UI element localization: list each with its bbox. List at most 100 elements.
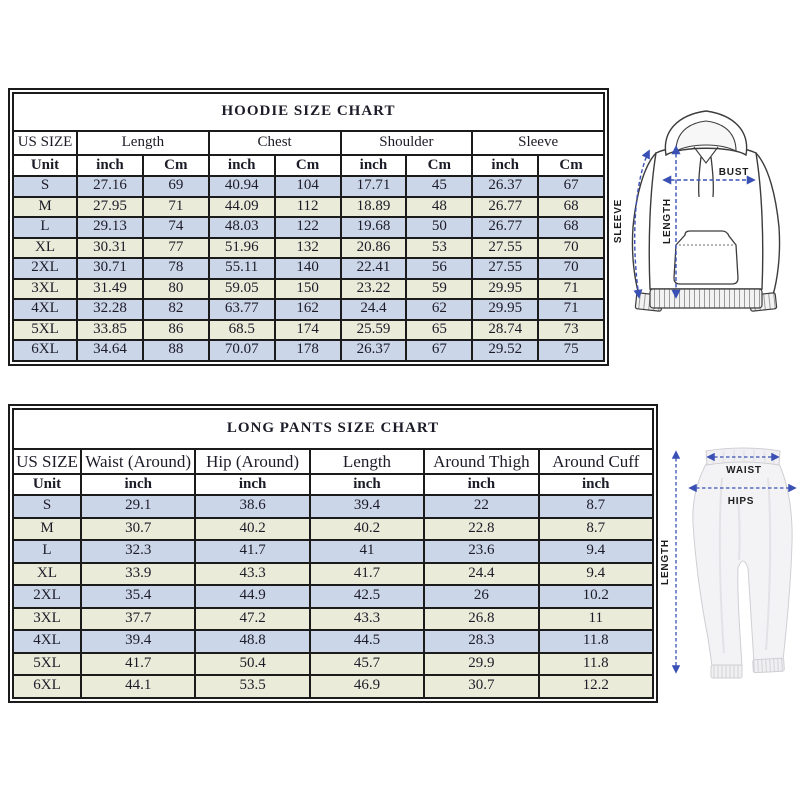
value-cell: 69 [141,175,210,198]
value-cell: 55.11 [207,257,276,280]
size-cell: XL [12,561,82,586]
size-cell: L [12,539,82,564]
us-size-header: US SIZE [12,448,82,475]
value-cell: 68 [537,195,605,218]
size-cell: 5XL [12,318,78,341]
size-cell: M [12,516,82,541]
value-cell: 112 [273,195,342,218]
value-cell: 12.2 [537,674,655,699]
sleeve-group-header: Sleeve [471,130,605,156]
value-cell: 24.4 [339,298,408,321]
table-row: L 32.3 41.7 41 23.6 9.4 [12,539,655,564]
size-cell: 4XL [12,298,78,321]
unit-header: inch [308,473,426,496]
value-cell: 48.03 [207,216,276,239]
pants-cuffs [710,657,785,679]
group-header-row: US SIZE Waist (Around) Hip (Around) Leng… [12,448,655,475]
thigh-header: Around Thigh [423,448,540,475]
value-cell: 27.16 [76,175,144,198]
value-cell: 67 [537,175,605,198]
size-cell: 3XL [12,277,78,300]
table-row: XL 33.9 43.3 41.7 24.4 9.4 [12,561,655,586]
value-cell: 104 [273,175,342,198]
sleeve-label: SLEEVE [613,199,624,243]
value-cell: 45.7 [308,651,426,676]
value-cell: 39.4 [79,629,197,654]
value-cell: 75 [537,339,605,362]
value-cell: 71 [537,298,605,321]
value-cell: 41.7 [194,539,311,564]
value-cell: 19.68 [339,216,408,239]
unit-label: Unit [12,154,78,177]
value-cell: 48.8 [194,629,311,654]
size-cell: XL [12,236,78,259]
value-cell: 20.86 [339,236,408,259]
value-cell: 62 [405,298,474,321]
shoulder-group-header: Shoulder [339,130,474,156]
hoodie-table-head: HOODIE SIZE CHART US SIZE Length Chest S… [12,92,605,177]
unit-header: inch [76,154,144,177]
pants-size-chart: LONG PANTS SIZE CHART US SIZE Waist (Aro… [8,404,658,703]
value-cell: 46.9 [308,674,426,699]
value-cell: 53 [405,236,474,259]
hoodie-measurement-diagram: BUST LENGTH SLEEVE [613,110,781,312]
hoodie-chart-title: HOODIE SIZE CHART [12,92,605,132]
value-cell: 40.2 [194,516,311,541]
value-cell: 70.07 [207,339,276,362]
value-cell: 8.7 [537,494,655,519]
value-cell: 26.77 [471,195,540,218]
value-cell: 27.55 [471,257,540,280]
value-cell: 70 [537,236,605,259]
value-cell: 10.2 [537,584,655,609]
chest-group-header: Chest [207,130,342,156]
value-cell: 35.4 [79,584,197,609]
value-cell: 30.71 [76,257,144,280]
value-cell: 26 [423,584,540,609]
value-cell: 37.7 [79,606,197,631]
value-cell: 30.31 [76,236,144,259]
table-row: 2XL 30.71 78 55.11 140 22.41 56 27.55 70 [12,257,605,280]
value-cell: 42.5 [308,584,426,609]
unit-header: inch [207,154,276,177]
length-label: LENGTH [660,539,671,585]
value-cell: 70 [537,257,605,280]
table-row: S 29.1 38.6 39.4 22 8.7 [12,494,655,519]
pants-table: LONG PANTS SIZE CHART US SIZE Waist (Aro… [12,408,655,699]
value-cell: 150 [273,277,342,300]
value-cell: 53.5 [194,674,311,699]
value-cell: 78 [141,257,210,280]
value-cell: 29.95 [471,298,540,321]
value-cell: 26.37 [339,339,408,362]
size-cell: 3XL [12,606,82,631]
value-cell: 39.4 [308,494,426,519]
value-cell: 174 [273,318,342,341]
pants-shading [718,477,772,654]
table-row: 4XL 32.28 82 63.77 162 24.4 62 29.95 71 [12,298,605,321]
size-cell: 6XL [12,674,82,699]
value-cell: 9.4 [537,561,655,586]
value-cell: 25.59 [339,318,408,341]
size-cell: M [12,195,78,218]
value-cell: 17.71 [339,175,408,198]
table-row: 5XL 41.7 50.4 45.7 29.9 11.8 [12,651,655,676]
value-cell: 33.9 [79,561,197,586]
unit-header-row: Unit inch inch inch inch inch [12,473,655,496]
value-cell: 30.7 [79,516,197,541]
sleeve-arrow [633,149,650,299]
bust-label: BUST [719,167,749,178]
waist-header: Waist (Around) [79,448,197,475]
value-cell: 80 [141,277,210,300]
size-cell: 4XL [12,629,82,654]
hoodie-hood [664,110,748,164]
value-cell: 27.95 [76,195,144,218]
unit-header: Cm [405,154,474,177]
value-cell: 48 [405,195,474,218]
pants-body [692,459,793,667]
value-cell: 23.6 [423,539,540,564]
title-row: HOODIE SIZE CHART [12,92,605,132]
unit-label: Unit [12,473,82,496]
length-header: Length [308,448,426,475]
length-label: LENGTH [662,198,673,244]
value-cell: 41.7 [79,651,197,676]
